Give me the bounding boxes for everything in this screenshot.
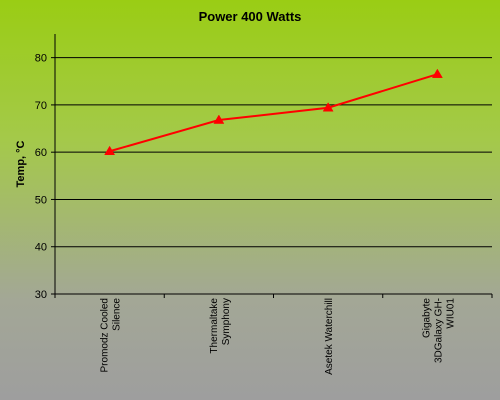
data-point-marker	[322, 102, 334, 112]
x-tick-label-line: Silence	[112, 298, 123, 331]
x-tick-label-line: Asetek Waterchill	[324, 298, 335, 375]
axes	[51, 34, 493, 298]
x-tick-label-2: Asetek Waterchill	[324, 298, 335, 375]
x-tick-label-3: Gigabyte 3DGalaxy GH- WIU01	[421, 298, 456, 363]
data-point-marker	[104, 145, 116, 155]
x-tick-label-line: Thermaltake	[209, 298, 220, 354]
x-tick-label-line: Promodz Cooled	[100, 298, 111, 372]
y-tick-label: 60	[35, 147, 47, 159]
y-axis-label: Temp, °C	[15, 140, 27, 187]
x-tick-label-1: Thermaltake Symphony	[209, 298, 232, 354]
x-tick-label-0: Promodz Cooled Silence	[100, 298, 123, 373]
y-tick-label: 40	[35, 242, 47, 254]
y-tick-label: 30	[35, 289, 47, 301]
x-tick-labels: Promodz Cooled Silence Thermaltake Symphony…	[100, 298, 457, 375]
y-tick-labels: 30 40 50 60 70 80	[35, 53, 47, 301]
chart-title: Power 400 Watts	[199, 9, 302, 24]
x-tick-label-line: WIU01	[445, 298, 456, 329]
y-tick-label: 70	[35, 100, 47, 112]
x-tick-label-line: Gigabyte	[421, 298, 432, 338]
x-tick-label-line: 3DGalaxy GH-	[433, 298, 444, 363]
x-tick-label-line: Symphony	[221, 298, 232, 345]
y-tick-label: 50	[35, 194, 47, 206]
data-point-marker	[213, 114, 225, 124]
series-layer	[104, 68, 443, 155]
gridlines	[55, 57, 492, 248]
series-line	[109, 73, 438, 153]
data-point-marker	[431, 68, 443, 78]
y-tick-label: 80	[35, 53, 47, 65]
